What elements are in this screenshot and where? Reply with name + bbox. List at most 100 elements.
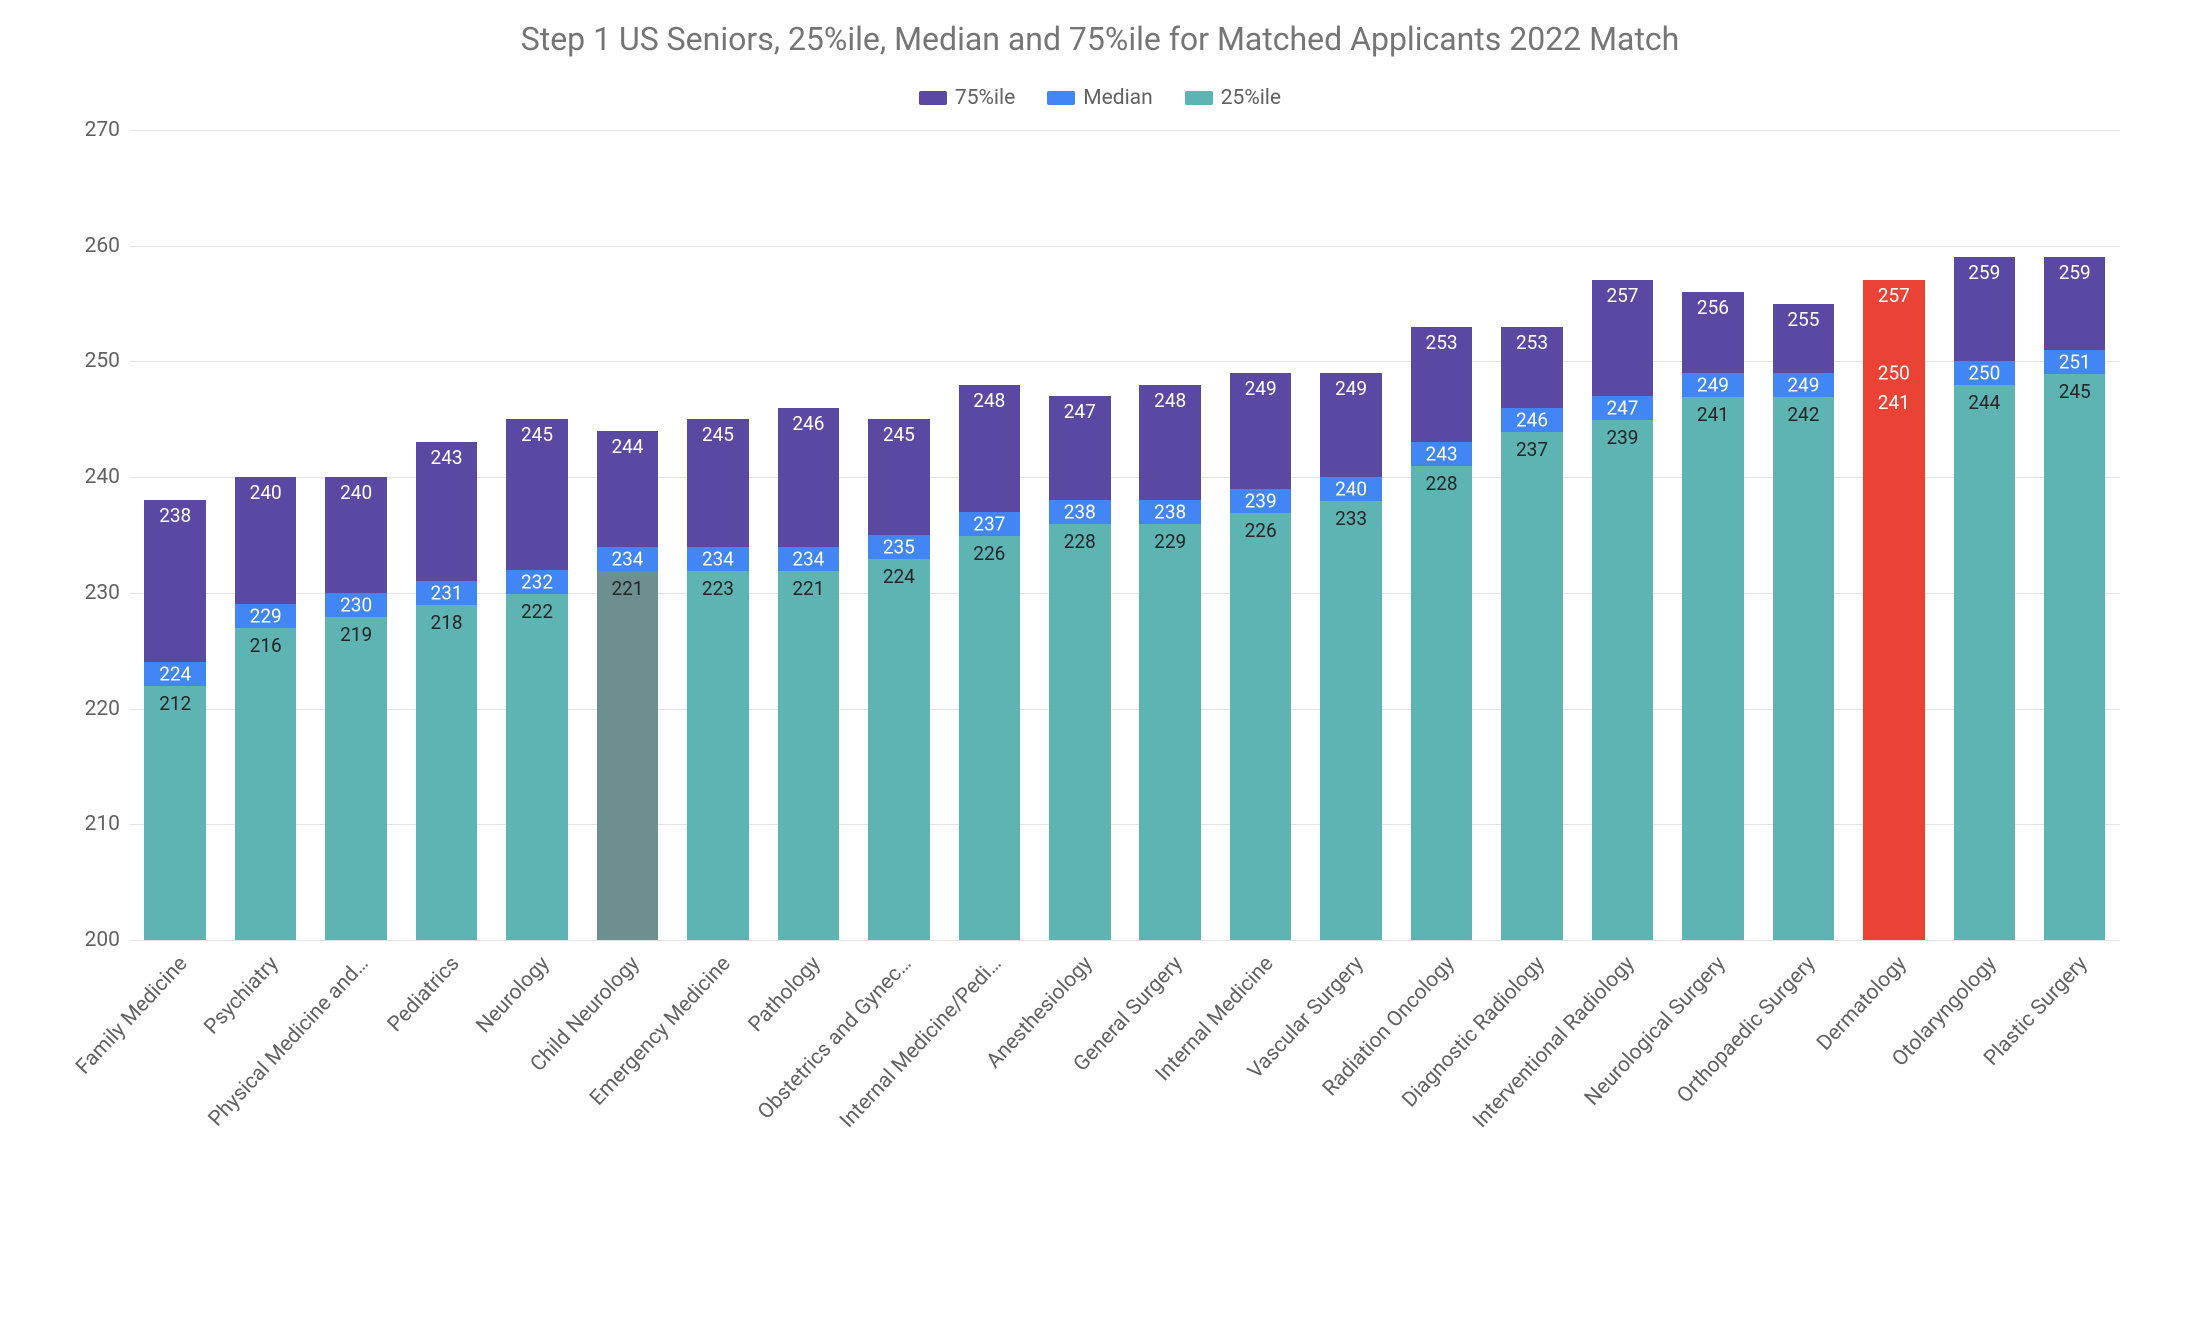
segment-median: 243 bbox=[1411, 442, 1473, 466]
label-75: 256 bbox=[1682, 296, 1744, 319]
segment-median: 239 bbox=[1230, 489, 1292, 513]
label-25: 233 bbox=[1320, 507, 1382, 530]
label-75: 249 bbox=[1320, 377, 1382, 400]
chart-container: Step 1 US Seniors, 25%ile, Median and 75… bbox=[60, 20, 2140, 1280]
x-label-slot: Pediatrics bbox=[401, 940, 491, 1280]
x-label-slot: Plastic Surgery bbox=[2030, 940, 2120, 1280]
segment-75: 238 bbox=[144, 500, 206, 662]
segment-median: 229 bbox=[235, 604, 297, 628]
segment-median: 249 bbox=[1773, 373, 1835, 397]
label-25: 212 bbox=[144, 692, 206, 715]
y-tick-label: 230 bbox=[70, 581, 120, 605]
x-tick-label: Family Medicine bbox=[72, 952, 193, 1079]
label-75: 240 bbox=[325, 481, 387, 504]
legend-swatch-median bbox=[1047, 91, 1075, 105]
label-median: 249 bbox=[1773, 374, 1835, 397]
segment-75: 248 bbox=[959, 385, 1021, 512]
label-25: 224 bbox=[868, 565, 930, 588]
label-median: 230 bbox=[325, 593, 387, 616]
x-label-slot: Emergency Medicine bbox=[673, 940, 763, 1280]
label-75: 248 bbox=[959, 389, 1021, 412]
segment-25: 228 bbox=[1049, 524, 1111, 940]
segment-75: 245 bbox=[868, 419, 930, 535]
segment-25: 245 bbox=[2044, 374, 2106, 940]
label-25: 228 bbox=[1411, 472, 1473, 495]
plot-area: 2002102202302402502602702122242382162292… bbox=[130, 130, 2120, 940]
y-tick-label: 260 bbox=[70, 234, 120, 258]
label-75: 240 bbox=[235, 481, 297, 504]
bar: 233 240 249 bbox=[1320, 373, 1382, 940]
segment-25: 241 bbox=[1682, 397, 1744, 940]
x-label-slot: Neurological Surgery bbox=[1668, 940, 1758, 1280]
segment-median: 247 bbox=[1592, 396, 1654, 420]
label-75: 259 bbox=[2044, 261, 2106, 284]
segment-median: 232 bbox=[506, 570, 568, 594]
segment-25: 221 bbox=[597, 571, 659, 940]
label-25: 245 bbox=[2044, 380, 2106, 403]
segment-25: 224 bbox=[868, 559, 930, 940]
bar: 221234244 bbox=[597, 431, 659, 940]
y-tick-label: 210 bbox=[70, 812, 120, 836]
segment-25: 222 bbox=[506, 594, 568, 940]
y-tick-label: 270 bbox=[70, 118, 120, 142]
label-25: 221 bbox=[778, 577, 840, 600]
segment-75: 255 bbox=[1773, 304, 1835, 373]
segment-75: 249 bbox=[1230, 373, 1292, 489]
label-median: 234 bbox=[597, 547, 659, 570]
segment-75: 243 bbox=[416, 442, 478, 581]
label-median: 251 bbox=[2044, 350, 2106, 373]
bar-slot: 223234245 bbox=[673, 130, 763, 940]
bar-slot: 228238247 bbox=[1035, 130, 1125, 940]
bar-slot: 226237248 bbox=[944, 130, 1034, 940]
segment-25: 244 bbox=[1954, 385, 2016, 940]
segment-median: 251 bbox=[2044, 350, 2106, 374]
bar-slot: 245 251 259 bbox=[2030, 130, 2120, 940]
segment-25: 218 bbox=[416, 605, 478, 940]
legend-label-median: Median bbox=[1083, 86, 1152, 110]
label-75: 238 bbox=[144, 504, 206, 527]
label-75: 243 bbox=[416, 446, 478, 469]
bar: 218231243 bbox=[416, 442, 478, 940]
label-median: 232 bbox=[506, 570, 568, 593]
bar-slot: 221234246 bbox=[763, 130, 853, 940]
label-75: 249 bbox=[1230, 377, 1292, 400]
x-label-slot: Dermatology bbox=[1849, 940, 1939, 1280]
label-25: 228 bbox=[1049, 530, 1111, 553]
label-median: 239 bbox=[1230, 489, 1292, 512]
label-25: 226 bbox=[959, 542, 1021, 565]
x-label-slot: Interventional Radiology bbox=[1577, 940, 1667, 1280]
bar: 216229 240 bbox=[235, 477, 297, 940]
bar-slot: 233 240 249 bbox=[1306, 130, 1396, 940]
label-25: 241 bbox=[1682, 403, 1744, 426]
x-label-slot: Anesthesiology bbox=[1035, 940, 1125, 1280]
segment-25: 216 bbox=[235, 628, 297, 940]
label-75: 257 bbox=[1863, 284, 1925, 307]
x-label-slot: General Surgery bbox=[1125, 940, 1215, 1280]
label-median: 224 bbox=[144, 663, 206, 686]
label-median: 240 bbox=[1320, 478, 1382, 501]
segment-75: 253 bbox=[1411, 327, 1473, 443]
label-75: 247 bbox=[1049, 400, 1111, 423]
label-25: 222 bbox=[506, 600, 568, 623]
y-tick-label: 240 bbox=[70, 465, 120, 489]
segment-25: 223 bbox=[687, 571, 749, 940]
segment-25: 242 bbox=[1773, 397, 1835, 940]
label-75: 253 bbox=[1501, 331, 1563, 354]
segment-25: 226 bbox=[1230, 513, 1292, 940]
label-75: 246 bbox=[778, 412, 840, 435]
x-axis: Family MedicinePsychiatryPhysical Medici… bbox=[130, 940, 2120, 1280]
label-median: 246 bbox=[1501, 408, 1563, 431]
segment-median: 238 bbox=[1139, 500, 1201, 524]
label-median: 243 bbox=[1411, 443, 1473, 466]
segment-median: 234 bbox=[687, 547, 749, 571]
label-25: 219 bbox=[325, 623, 387, 646]
segment-75: 248 bbox=[1139, 385, 1201, 501]
segment-75: 245 bbox=[687, 419, 749, 546]
bars-container: 2122242382162292402192302402182312432222… bbox=[130, 130, 2120, 940]
segment-median: 235 bbox=[868, 535, 930, 559]
bar: 226239 249 bbox=[1230, 373, 1292, 940]
bar: 228238247 bbox=[1049, 396, 1111, 940]
bar-slot: 216229 240 bbox=[220, 130, 310, 940]
bar-slot: 222232245 bbox=[492, 130, 582, 940]
bar: 223234245 bbox=[687, 419, 749, 940]
